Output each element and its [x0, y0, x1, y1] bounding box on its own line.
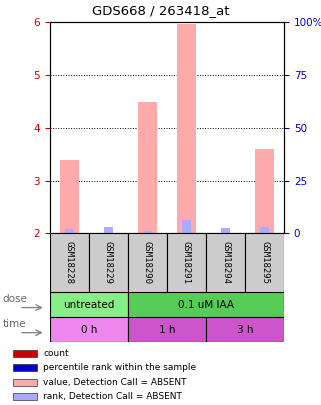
- Text: count: count: [43, 349, 69, 358]
- Text: rank, Detection Call = ABSENT: rank, Detection Call = ABSENT: [43, 392, 182, 401]
- Text: GSM18295: GSM18295: [260, 241, 269, 284]
- Bar: [260, 227, 269, 233]
- Bar: [255, 149, 274, 233]
- Bar: [143, 230, 152, 233]
- Text: GSM18290: GSM18290: [143, 241, 152, 284]
- Text: untreated: untreated: [63, 300, 115, 309]
- Bar: [50, 233, 89, 292]
- Bar: [182, 220, 191, 233]
- Text: dose: dose: [3, 294, 27, 304]
- Text: percentile rank within the sample: percentile rank within the sample: [43, 363, 196, 372]
- Text: 3 h: 3 h: [237, 325, 253, 335]
- Bar: [13, 364, 37, 371]
- Text: time: time: [3, 319, 26, 329]
- Bar: [13, 379, 37, 386]
- Text: value, Detection Call = ABSENT: value, Detection Call = ABSENT: [43, 377, 187, 387]
- Bar: [206, 233, 245, 292]
- Bar: [128, 317, 206, 342]
- Bar: [206, 317, 284, 342]
- Bar: [128, 233, 167, 292]
- Bar: [50, 317, 128, 342]
- Bar: [13, 350, 37, 357]
- Text: GSM18228: GSM18228: [65, 241, 74, 284]
- Bar: [221, 228, 230, 233]
- Bar: [245, 233, 284, 292]
- Text: GSM18291: GSM18291: [182, 241, 191, 284]
- Bar: [138, 102, 157, 233]
- Text: 1 h: 1 h: [159, 325, 175, 335]
- Bar: [177, 24, 196, 233]
- Bar: [89, 233, 128, 292]
- Bar: [167, 233, 206, 292]
- Bar: [104, 227, 113, 233]
- Bar: [128, 292, 284, 317]
- Text: 0 h: 0 h: [81, 325, 97, 335]
- Text: 0.1 uM IAA: 0.1 uM IAA: [178, 300, 234, 309]
- Bar: [65, 229, 74, 233]
- Text: GSM18229: GSM18229: [104, 241, 113, 284]
- Bar: [50, 292, 128, 317]
- Bar: [59, 160, 79, 233]
- Text: GDS668 / 263418_at: GDS668 / 263418_at: [92, 4, 229, 17]
- Text: GSM18294: GSM18294: [221, 241, 230, 284]
- Bar: [13, 393, 37, 400]
